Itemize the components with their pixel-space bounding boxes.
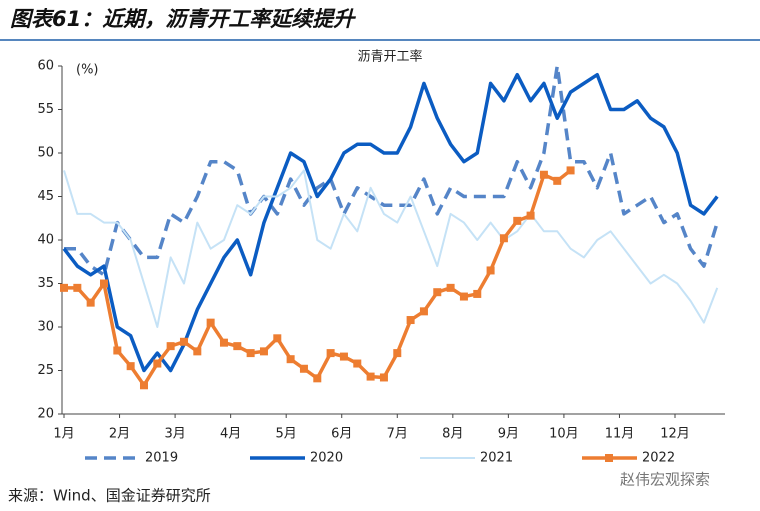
- x-tick-label: 1月: [53, 427, 74, 442]
- series-marker: [153, 359, 162, 368]
- series-marker: [73, 283, 82, 292]
- y-tick-label: 50: [37, 146, 54, 161]
- y-tick-label: 55: [37, 102, 54, 117]
- series-marker: [166, 342, 175, 351]
- x-tick-label: 11月: [605, 427, 635, 442]
- x-tick-label: 2月: [109, 427, 130, 442]
- series-line: [64, 169, 572, 388]
- x-tick-label: 8月: [442, 427, 463, 442]
- x-tick-label: 3月: [164, 427, 185, 442]
- x-tick-label: 5月: [276, 427, 297, 442]
- series-marker: [273, 334, 282, 343]
- series-marker: [60, 283, 68, 292]
- series-marker: [353, 359, 362, 368]
- y-tick-label: 35: [37, 276, 54, 291]
- series-marker: [126, 362, 135, 371]
- series-marker: [179, 337, 188, 346]
- series-line: [63, 169, 719, 328]
- y-tick-label: 20: [37, 407, 54, 422]
- page-title: 图表61：近期，沥青开工率延续提升: [10, 7, 356, 31]
- series-marker: [99, 279, 108, 288]
- watermark: 赵伟宏观探索: [620, 471, 710, 489]
- legend-marker: [605, 454, 613, 462]
- x-tick-label: 12月: [660, 427, 690, 442]
- series-marker: [286, 355, 295, 364]
- series-marker: [513, 216, 522, 225]
- series-marker: [446, 283, 455, 292]
- y-tick-label: 60: [37, 59, 54, 74]
- series-marker: [193, 347, 202, 356]
- series-marker: [499, 234, 508, 243]
- series-marker: [313, 374, 322, 383]
- series-marker: [379, 373, 388, 382]
- series-marker: [86, 298, 95, 307]
- series-marker: [326, 349, 335, 358]
- y-tick-label: 40: [37, 233, 54, 248]
- series-marker: [433, 288, 442, 297]
- series-marker: [553, 176, 562, 185]
- series-marker: [206, 318, 215, 327]
- series-marker: [113, 346, 122, 355]
- series-marker: [459, 292, 468, 301]
- series-marker: [419, 307, 428, 316]
- series-marker: [486, 266, 495, 275]
- x-tick-label: 10月: [549, 427, 579, 442]
- y-tick-label: 30: [37, 320, 54, 335]
- legend-label: 2022: [642, 451, 675, 466]
- legend-label: 2021: [480, 451, 513, 466]
- series-marker: [259, 347, 268, 356]
- x-tick-label: 7月: [387, 427, 408, 442]
- x-tick-label: 9月: [498, 427, 519, 442]
- series-marker: [339, 352, 348, 361]
- chart-title: 沥青开工率: [357, 49, 422, 65]
- series-marker: [393, 349, 402, 358]
- series-marker: [473, 289, 482, 298]
- series-line: [64, 64, 719, 277]
- series-marker: [246, 349, 255, 358]
- series-line: [62, 72, 719, 373]
- series-marker: [299, 364, 308, 373]
- legend-label: 2020: [310, 451, 343, 466]
- y-tick-label: 45: [37, 189, 54, 204]
- series-marker: [219, 338, 228, 347]
- x-tick-label: 4月: [220, 427, 241, 442]
- series-marker: [539, 170, 548, 179]
- x-tick-label: 6月: [331, 427, 352, 442]
- series-marker: [366, 372, 375, 381]
- series-marker: [566, 166, 575, 175]
- y-unit: (%): [76, 63, 99, 78]
- series-marker: [526, 211, 535, 220]
- source: 来源：Wind、国金证券研究所: [8, 487, 211, 505]
- series-marker: [233, 342, 242, 351]
- legend-label: 2019: [145, 451, 178, 466]
- series-marker: [406, 316, 415, 325]
- y-tick-label: 25: [37, 363, 54, 378]
- series-marker: [139, 381, 148, 390]
